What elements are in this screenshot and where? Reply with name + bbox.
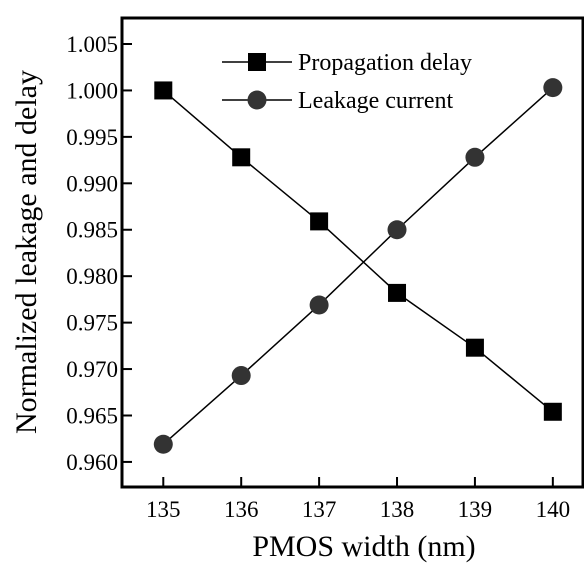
y-axis-title: Normalized leakage and delay <box>10 70 43 434</box>
data-point <box>465 338 484 357</box>
legend-label: Propagation delay <box>298 50 472 76</box>
data-point <box>231 366 251 386</box>
x-tick-label: 140 <box>536 497 571 522</box>
y-tick-label: 0.960 <box>66 450 118 475</box>
data-point <box>154 81 173 100</box>
x-tick-label: 138 <box>380 497 415 522</box>
data-point <box>388 283 407 302</box>
legend-marker <box>247 90 267 110</box>
y-tick-label: 0.965 <box>66 403 118 428</box>
legend-label: Leakage current <box>298 88 454 114</box>
y-tick-label: 0.990 <box>66 171 118 196</box>
y-tick-label: 0.995 <box>66 125 118 150</box>
series-line <box>162 87 554 445</box>
y-tick-label: 1.005 <box>66 32 118 57</box>
data-point <box>309 295 329 315</box>
data-point <box>387 220 407 240</box>
data-point <box>465 147 485 167</box>
y-tick-label: 0.980 <box>66 264 118 289</box>
x-tick-label: 137 <box>302 497 337 522</box>
x-tick-label: 135 <box>146 497 181 522</box>
data-point <box>543 78 563 98</box>
x-tick-label: 136 <box>224 497 259 522</box>
data-point <box>153 434 173 454</box>
series-line <box>162 89 554 413</box>
y-tick-label: 0.985 <box>66 218 118 243</box>
x-axis-title: PMOS width (nm) <box>252 530 475 563</box>
legend-marker <box>248 53 266 71</box>
plot-frame <box>120 16 584 489</box>
y-tick-label: 0.970 <box>66 357 118 382</box>
data-point <box>543 402 562 421</box>
y-tick-label: 1.000 <box>66 78 118 103</box>
x-tick-label: 139 <box>458 497 493 522</box>
data-point <box>310 212 329 231</box>
data-point <box>232 148 251 167</box>
y-tick-label: 0.975 <box>66 311 118 336</box>
